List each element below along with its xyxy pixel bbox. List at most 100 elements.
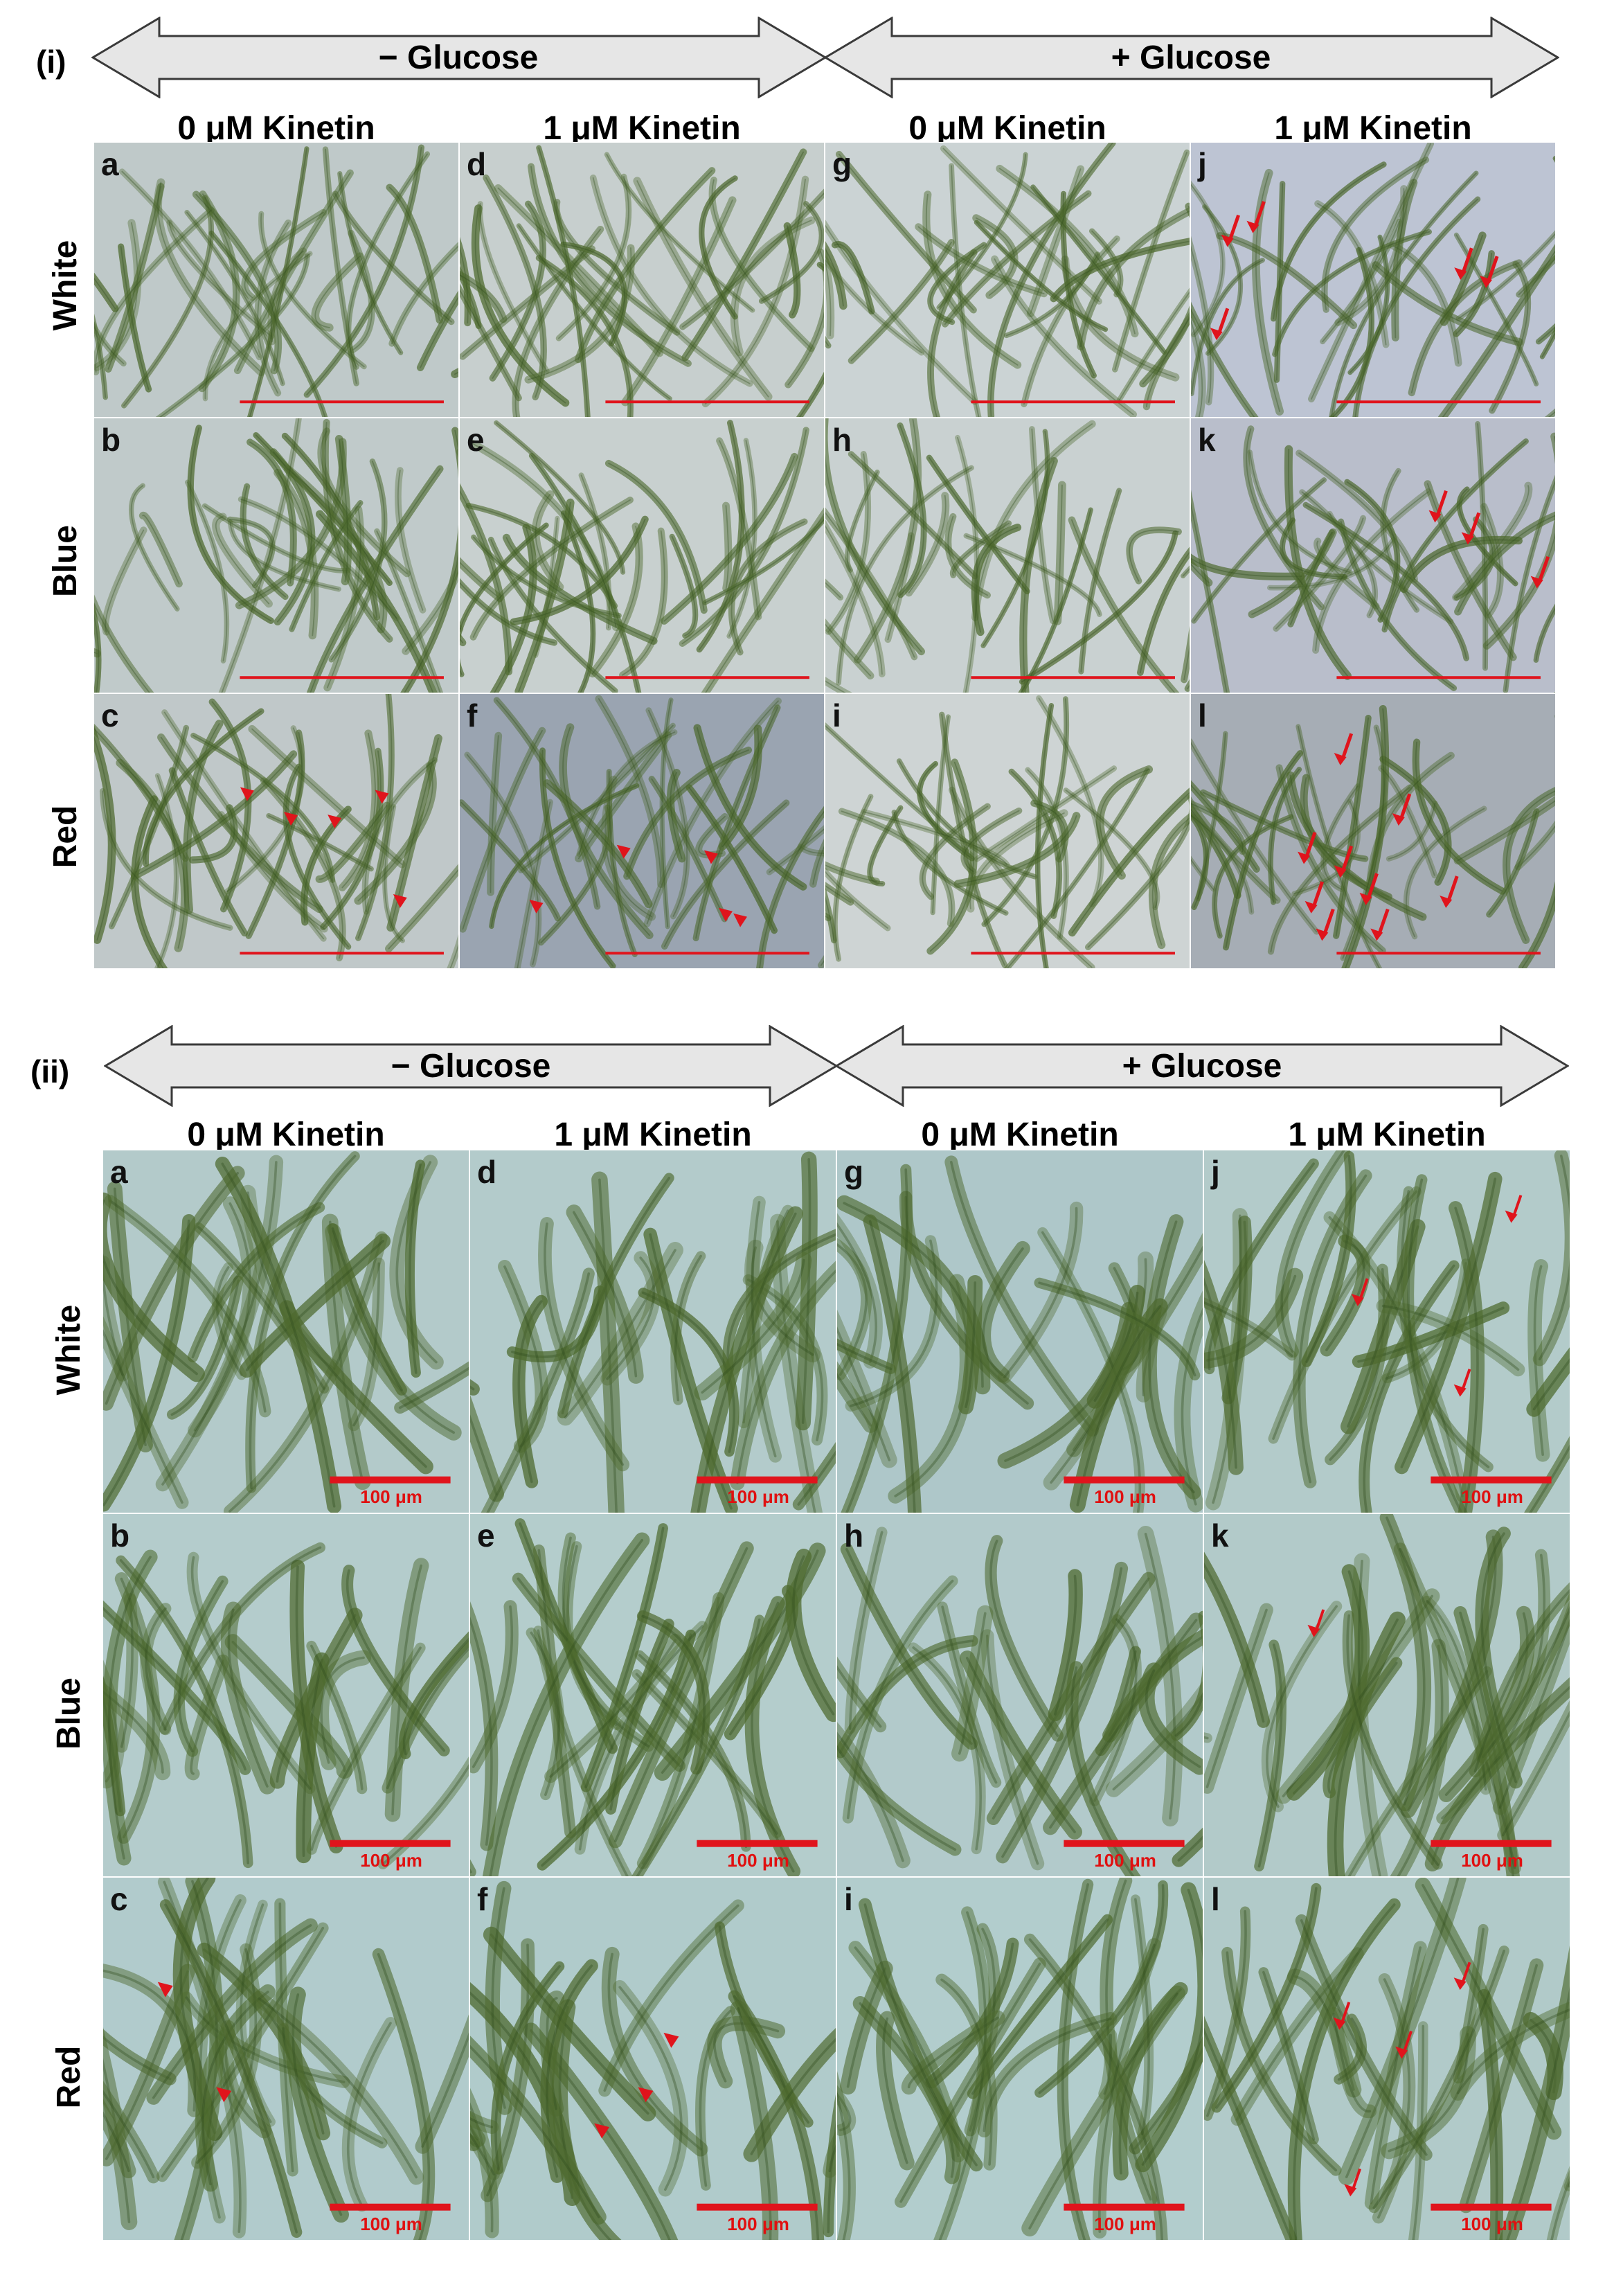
filament	[224, 1634, 353, 1779]
filament-edge	[1317, 203, 1387, 346]
filament	[996, 1561, 1129, 1864]
filament	[576, 729, 678, 857]
panel-letter: i	[844, 1881, 853, 1917]
filament	[1191, 855, 1216, 892]
filament-edge	[490, 1933, 649, 2115]
filament	[980, 1629, 1045, 1871]
scale-bar	[605, 400, 809, 404]
filament	[730, 1261, 836, 1490]
filament	[861, 809, 1010, 868]
filament	[121, 195, 215, 409]
filament	[606, 769, 638, 958]
filament	[987, 143, 1116, 417]
filament-edge	[1010, 771, 1060, 917]
scale-bar	[971, 952, 1175, 955]
filament	[538, 1217, 630, 1472]
filament	[574, 1621, 708, 1855]
scale-bar-label: 100 μm	[1094, 1486, 1156, 1507]
filament-edge	[339, 172, 402, 354]
filament	[157, 733, 323, 914]
filament	[1191, 258, 1265, 396]
filament-edge	[705, 513, 824, 693]
filament	[1205, 1208, 1248, 1511]
filament-edge	[1316, 540, 1377, 607]
filament-edge	[1183, 644, 1190, 681]
filament	[1174, 1290, 1203, 1513]
filament	[337, 171, 404, 355]
filament-edge	[103, 1690, 164, 1774]
filament	[266, 813, 374, 872]
red-arrowhead	[703, 850, 718, 864]
filament-edge	[314, 256, 361, 328]
filament-edge	[899, 425, 924, 596]
filament-edge	[1191, 858, 1214, 890]
red-arrow-head	[1370, 928, 1383, 941]
filament-edge	[472, 1605, 514, 1768]
filament-edge	[969, 1928, 996, 2132]
filament	[1320, 218, 1402, 345]
filament-edge	[562, 512, 594, 693]
filament-edge	[1276, 183, 1284, 381]
filament-edge	[1386, 1516, 1426, 1806]
filament	[1043, 1612, 1203, 1835]
filament	[756, 806, 824, 968]
filament-edge	[320, 1656, 365, 1764]
filament-edge	[402, 1637, 469, 1756]
filament	[468, 439, 620, 632]
filament	[1195, 731, 1228, 902]
filament	[837, 2085, 857, 2137]
filament	[1142, 1214, 1201, 1500]
filament-edge	[1293, 1975, 1355, 2091]
filament	[490, 524, 537, 693]
filament	[155, 1155, 284, 1492]
filament-edge	[825, 418, 922, 652]
filament-edge	[1105, 1879, 1152, 2201]
micrograph-panel: g	[825, 142, 1190, 418]
red-arrow-head	[1344, 2184, 1357, 2197]
filament	[976, 1240, 1030, 1383]
filament-edge	[319, 805, 388, 880]
filament-edge	[119, 1559, 250, 1865]
filament-edge	[989, 1539, 1059, 1737]
filament-edge	[1191, 259, 1264, 395]
filament	[1475, 1527, 1523, 1789]
filament-edge	[470, 2045, 600, 2218]
filament	[447, 934, 458, 968]
red-arrowhead	[157, 1982, 173, 1997]
red-arrowhead	[375, 790, 389, 804]
filament	[154, 773, 179, 968]
filament	[837, 1635, 978, 1759]
filament-edge	[397, 470, 424, 611]
filament	[531, 490, 564, 591]
filament-edge	[159, 255, 308, 417]
filament	[512, 225, 604, 417]
filament-edge	[489, 1538, 644, 1876]
filament-edge	[258, 1997, 418, 2179]
filament-edge	[291, 502, 361, 630]
micrograph-panel: c 100 μm	[102, 1877, 469, 2241]
filament-drawing	[470, 1514, 836, 1876]
filament	[1352, 196, 1481, 417]
filament-edge	[994, 258, 1134, 416]
filament-edge	[1191, 319, 1203, 417]
filament	[1148, 812, 1190, 950]
filament	[128, 483, 180, 612]
filament	[115, 1593, 138, 1753]
filament-edge	[324, 421, 391, 640]
filament	[1030, 184, 1167, 355]
filament-edge	[1098, 1943, 1156, 2233]
filament	[605, 1618, 674, 1815]
red-arrow-head	[1334, 753, 1347, 765]
filament-edge	[490, 785, 638, 927]
filament	[1191, 489, 1230, 693]
filament-edge	[1257, 1643, 1283, 1868]
filament-edge	[404, 569, 458, 652]
filament	[104, 1195, 271, 1418]
filament-edge	[976, 767, 1115, 860]
filament-edge	[1464, 1964, 1538, 2207]
filament-edge	[1349, 236, 1388, 373]
filament	[1497, 1700, 1570, 1842]
filament-edge	[1202, 792, 1366, 860]
filament	[218, 418, 302, 693]
filament	[103, 1600, 251, 1775]
